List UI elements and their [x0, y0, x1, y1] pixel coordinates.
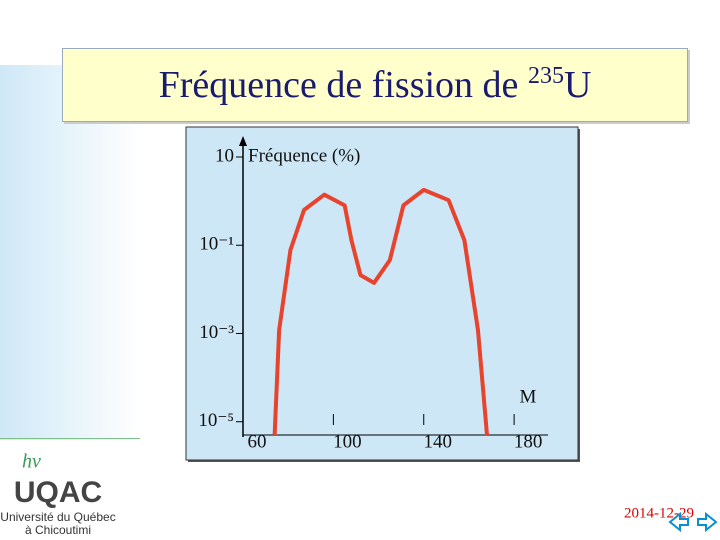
logo-line: Université du Québec [0, 510, 115, 524]
logo-hv: hν [22, 451, 41, 473]
x-tick-label: 140 [423, 431, 452, 452]
title: Fréquence de fission de [158, 64, 528, 106]
y-tick-label: 10⁻³ [199, 322, 234, 343]
x-tick-label: 180 [514, 431, 543, 452]
y-tick-label: 10⁻¹ [199, 234, 234, 255]
nav-next[interactable] [697, 511, 718, 533]
y-tick-label: 10⁻⁵ [198, 410, 234, 431]
title-end: U [563, 64, 592, 106]
divider [0, 438, 140, 439]
side-band [0, 65, 140, 440]
line [272, 187, 489, 436]
x-tick-label: 100 [333, 431, 362, 452]
panel [185, 126, 579, 461]
y-tick-label: 10 [215, 145, 234, 166]
logo-uqac: UQAC [14, 476, 102, 509]
logo-line: à Chicoutimi [25, 523, 91, 537]
y-label: Fréquence (%) [248, 145, 360, 166]
x-tick-label: 60 [248, 431, 267, 452]
x-label: M [520, 386, 537, 407]
nav-prev[interactable] [668, 511, 689, 533]
y-arrow [239, 136, 247, 146]
title-box: Fréquence de fission de 235U [62, 48, 688, 122]
title-sup: 235 [527, 63, 564, 89]
